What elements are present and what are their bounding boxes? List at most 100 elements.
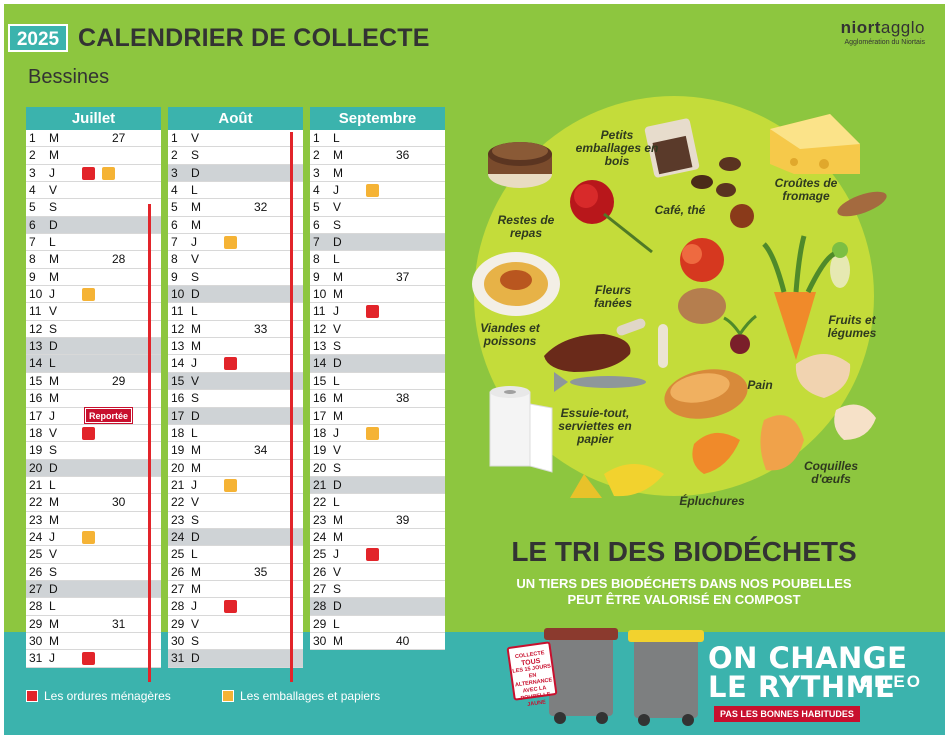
household-waste-marker [82,426,95,440]
week-number: 27 [112,131,126,145]
potato-icon [678,288,726,324]
weekday-letter: L [49,235,56,250]
day-number: 6 [313,217,320,232]
day-number: 10 [171,287,185,302]
weekday-letter: D [333,235,342,250]
weekday-letter: M [49,252,59,267]
day-number: 13 [313,339,327,354]
week-number: 28 [112,252,126,267]
weekday-letter: M [49,512,59,527]
day-row: 25 J [310,546,445,564]
day-number: 30 [29,633,43,648]
weekday-letter: J [191,235,197,250]
week-number: 37 [396,269,410,284]
day-number: 27 [171,581,185,596]
weekday-letter: M [49,633,59,648]
day-row: 18 L [168,425,303,443]
day-number: 16 [29,391,43,406]
weekday-letter: M [49,148,59,163]
day-number: 28 [29,599,43,614]
weekday-letter: V [191,373,200,388]
weekday-letter: M [191,443,201,458]
weekday-letter: M [333,269,343,284]
weekday-letter: J [191,356,197,371]
day-row: 26 V [310,564,445,581]
weekday-letter: S [333,460,342,475]
day-number: 2 [313,148,320,163]
day-number: 4 [171,183,178,198]
weekday-letter: L [49,356,56,371]
day-number: 23 [29,512,43,527]
weekday-letter: S [49,321,58,336]
day-number: 22 [29,495,43,510]
red-square-icon [26,690,38,702]
day-number: 23 [313,512,327,527]
day-row: 13 M [168,338,303,356]
day-row: 17 M [310,408,445,425]
day-row: 8 M 28 [26,251,161,269]
day-row: 11 J [310,303,445,321]
day-number: 3 [171,165,178,180]
day-number: 19 [29,443,43,458]
day-number: 21 [171,477,185,492]
week-number: 36 [396,148,410,163]
day-number: 24 [171,529,185,544]
day-row: 16 M [26,390,161,408]
day-row: 14 L [26,355,161,373]
paper-towel-icon [489,386,553,473]
day-row: 21 L [26,477,161,495]
day-number: 24 [29,529,43,544]
town-name: Bessines [28,66,110,88]
day-row: 16 S [168,390,303,408]
day-number: 7 [29,235,36,250]
day-number: 28 [313,599,327,614]
packaging-marker [366,184,379,198]
week-number: 30 [112,495,126,510]
weekday-letter: L [333,252,340,267]
day-number: 11 [171,304,184,319]
collection-sign: COLLECTE TOUS LES 15 JOURS EN ALTERNANCE… [506,641,558,708]
label-wilted-flowers: Fleurs fanées [593,283,633,310]
day-number: 1 [313,131,320,145]
biowaste-subtitle: UN TIERS DES BIODÉCHETS DANS NOS POUBELL… [484,576,884,608]
coffee-beans-icon [691,157,741,197]
weekday-letter: L [191,304,198,319]
day-row: 11 L [168,303,303,321]
household-waste-marker [82,166,95,180]
day-number: 4 [313,183,320,198]
packaging-marker [366,426,379,440]
household-waste-marker [224,600,237,614]
day-number: 2 [171,148,178,163]
weekday-letter: M [333,391,343,406]
weekday-letter: M [191,321,201,336]
weekday-letter: D [49,217,58,232]
day-number: 15 [313,373,327,388]
citeo-logo: CITEO [860,672,922,691]
logo-subtitle: Agglomération du Niortais [844,39,925,46]
day-row: 23 M [26,512,161,529]
day-row: 21 J [168,477,303,495]
weekday-letter: V [333,443,342,458]
weekday-letter: M [49,373,59,388]
apple-core-icon [830,242,850,288]
month-header: Juillet [26,107,161,130]
weekday-letter: M [191,217,201,232]
biowaste-illustrations [472,114,887,726]
day-row: 27 S [310,581,445,599]
eggshell-icon [795,354,876,440]
day-row: 23 S [168,512,303,529]
weekday-letter: M [191,339,201,354]
meat-icon [544,318,646,372]
day-number: 24 [313,529,327,544]
month-header: Août [168,107,303,130]
weekday-letter: D [191,529,200,544]
weekday-letter: V [333,200,342,215]
day-row: 1 M 27 [26,130,161,148]
grey-bin-icon [544,628,618,724]
day-row: 24 D [168,528,303,547]
